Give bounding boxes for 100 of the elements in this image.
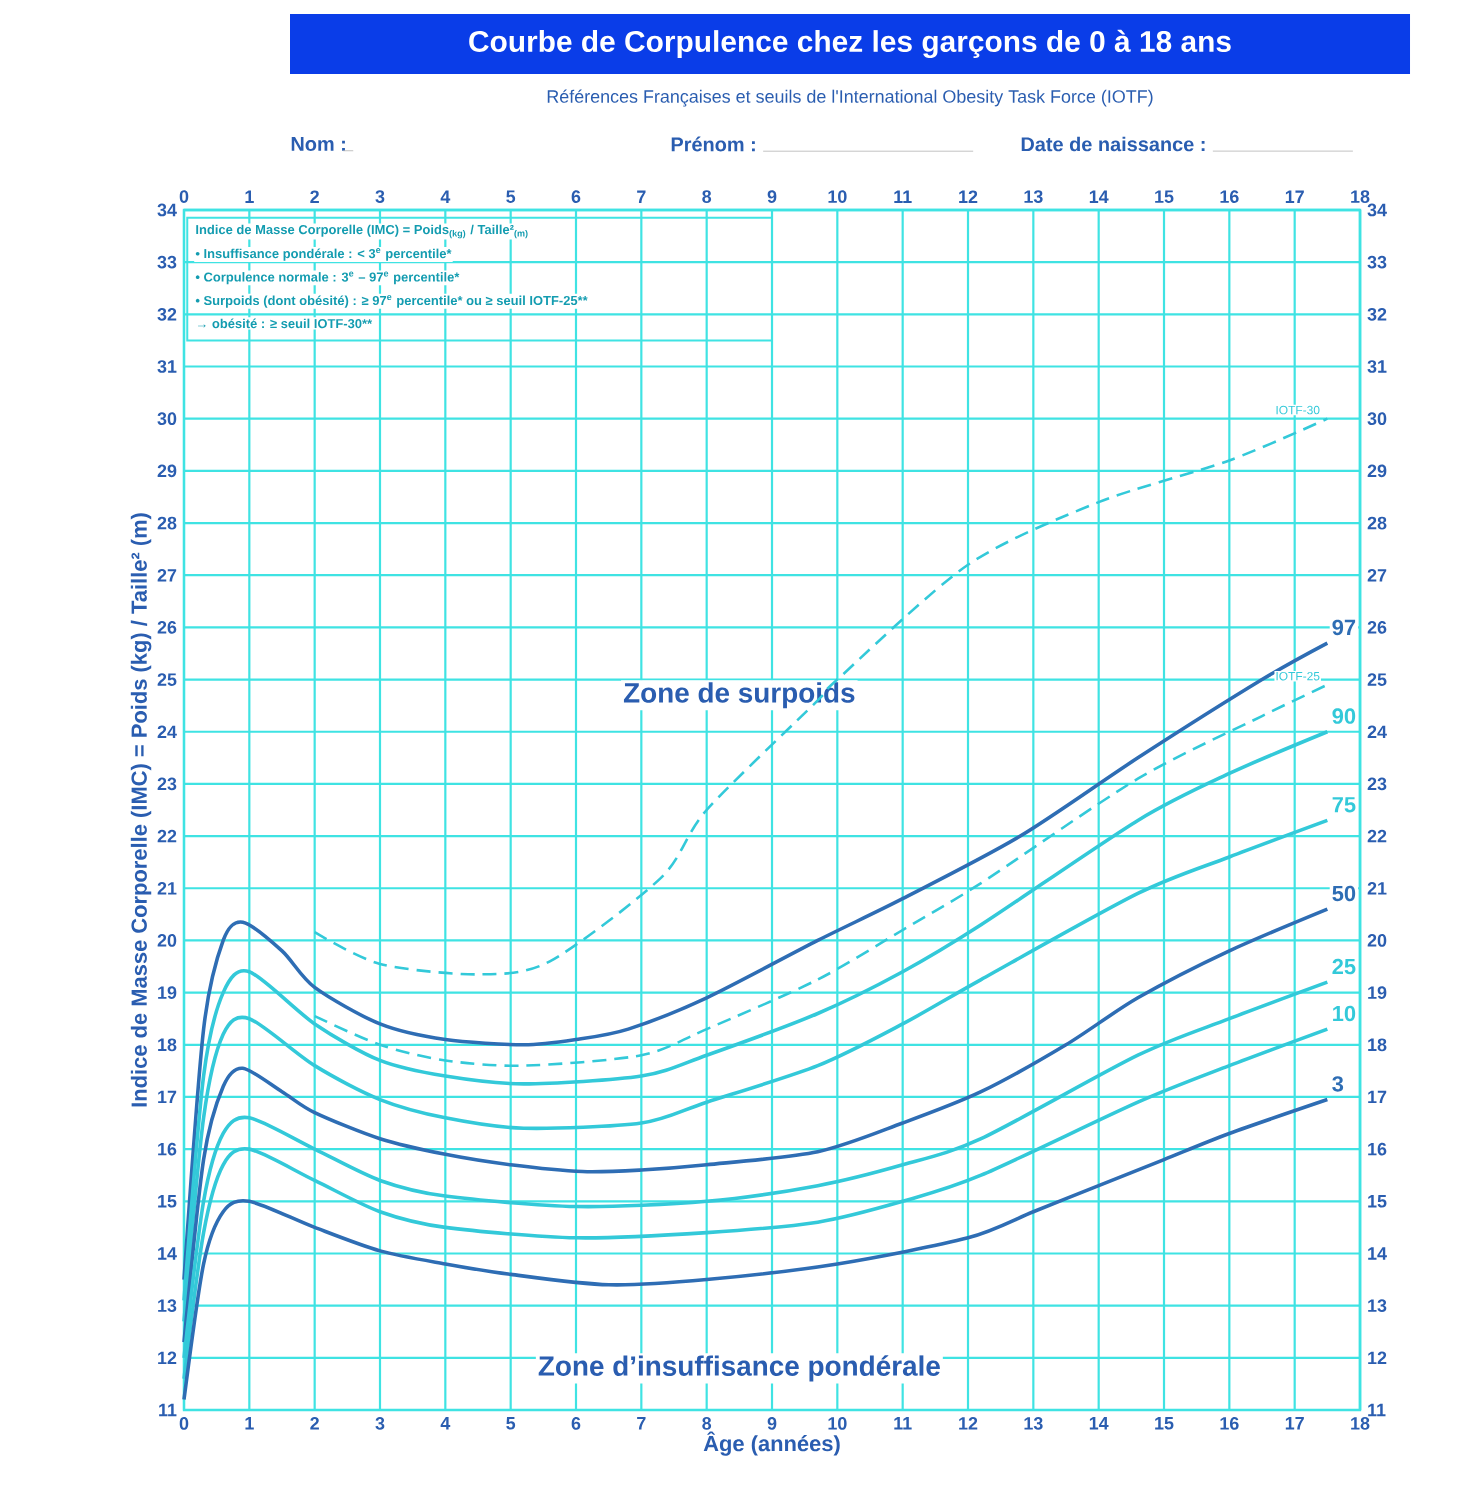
y2-tick-label: 22 xyxy=(1367,829,1387,843)
text: Nom : xyxy=(291,137,345,151)
y-tick-label: 29 xyxy=(157,464,177,478)
y-tick-label: 17 xyxy=(158,1090,177,1104)
y2-tick-label: 33 xyxy=(1367,255,1387,269)
y-tick-label: 11 xyxy=(159,1403,177,1417)
x2-tick-label: 16 xyxy=(1220,190,1239,203)
y2-tick-label: 29 xyxy=(1367,464,1387,478)
y-tick-label: 16 xyxy=(158,1142,177,1156)
x2-tick-label: 11 xyxy=(894,190,912,203)
x2-tick-label: 1 xyxy=(245,190,254,203)
y2-tick-label: 12 xyxy=(1368,1351,1387,1365)
series-label: 3 xyxy=(1332,1076,1344,1092)
y-tick-label: 20 xyxy=(157,934,177,947)
y2-tick-label: 30 xyxy=(1367,412,1387,426)
y-tick-label: 21 xyxy=(157,881,177,895)
y-tick-label: 19 xyxy=(158,986,177,999)
x-tick-label: 8 xyxy=(702,1417,712,1430)
chart-title: Courbe de Corpulence chez les garçons de 0 à 18 ans xyxy=(469,29,1231,59)
y-tick-label: 26 xyxy=(157,621,177,634)
y-tick-label: 24 xyxy=(157,725,177,738)
x-tick-label: 13 xyxy=(1024,1417,1043,1430)
x2-tick-label: 8 xyxy=(702,190,712,203)
x-tick-label: 7 xyxy=(637,1417,646,1430)
y2-tick-label: 25 xyxy=(1367,673,1387,686)
series-label: 97 xyxy=(1332,619,1356,636)
x-tick-label: 1 xyxy=(245,1417,254,1430)
y2-tick-label: 23 xyxy=(1367,777,1387,791)
x2-tick-label: 2 xyxy=(310,190,319,203)
y2-tick-label: 18 xyxy=(1368,1038,1387,1052)
y2-tick-label: 13 xyxy=(1368,1299,1387,1312)
x2-tick-label: 13 xyxy=(1024,190,1043,203)
x-tick-label: 14 xyxy=(1089,1417,1109,1430)
y2-tick-label: 16 xyxy=(1368,1142,1387,1156)
y2-tick-label: 26 xyxy=(1367,621,1387,634)
x2-tick-label: 5 xyxy=(506,190,516,203)
x2-tick-label: 0 xyxy=(179,190,189,203)
y-tick-label: 31 xyxy=(157,360,177,373)
y-tick-label: 18 xyxy=(158,1038,177,1052)
y-tick-label: 30 xyxy=(157,412,177,426)
x-tick-label: 2 xyxy=(310,1417,319,1430)
annotation: Zone de surpoids xyxy=(623,682,855,709)
x-tick-label: 0 xyxy=(179,1417,189,1430)
series-label: 90 xyxy=(1332,708,1356,724)
x-tick-label: 11 xyxy=(894,1417,912,1430)
x-axis-title: Âge (années) xyxy=(703,1431,840,1456)
x2-tick-label: 7 xyxy=(637,190,646,203)
x-tick-label: 10 xyxy=(828,1417,847,1430)
y2-tick-label: 14 xyxy=(1368,1247,1387,1260)
y-tick-label: 22 xyxy=(157,829,177,843)
x-tick-label: 5 xyxy=(506,1417,516,1430)
y2-tick-label: 24 xyxy=(1367,725,1387,738)
chart-subtitle: Références Françaises et seuils de l'International Obesity Task Force (IOTF) xyxy=(547,89,1153,107)
x-tick-label: 15 xyxy=(1155,1417,1174,1430)
series-label: 10 xyxy=(1333,1005,1356,1022)
y2-tick-label: 21 xyxy=(1367,881,1387,895)
y-tick-label: 12 xyxy=(158,1351,177,1365)
y2-tick-label: 27 xyxy=(1367,568,1387,582)
x2-tick-label: 10 xyxy=(828,190,847,203)
x-tick-label: 17 xyxy=(1285,1417,1304,1430)
y2-tick-label: 28 xyxy=(1367,516,1387,530)
y-tick-label: 15 xyxy=(158,1195,177,1208)
x-tick-label: 16 xyxy=(1220,1417,1239,1430)
x-tick-label: 3 xyxy=(375,1417,385,1430)
x2-tick-label: 9 xyxy=(767,190,777,203)
y-tick-label: 25 xyxy=(157,673,177,686)
x2-tick-label: 17 xyxy=(1285,190,1304,203)
x2-tick-label: 3 xyxy=(375,190,385,203)
y2-tick-label: 32 xyxy=(1367,307,1387,321)
x2-tick-label: 18 xyxy=(1351,190,1370,203)
text: Prénom : xyxy=(671,136,755,152)
x2-tick-label: 14 xyxy=(1089,190,1109,203)
x-tick-label: 4 xyxy=(440,1417,451,1430)
y-tick-label: 34 xyxy=(157,203,177,217)
annotation: Zone d’insuffisance pondérale xyxy=(538,1355,940,1382)
y-tick-label: 28 xyxy=(157,516,177,530)
x2-tick-label: 6 xyxy=(571,190,581,203)
y-axis-title: Indice de Masse Corporelle (IMC) = Poids (kg) / Taille² (m) xyxy=(130,513,152,1107)
y-tick-label: 14 xyxy=(158,1247,177,1260)
y2-tick-label: 11 xyxy=(1368,1403,1386,1417)
x2-tick-label: 15 xyxy=(1155,190,1174,203)
y-tick-label: 27 xyxy=(157,568,177,582)
y2-tick-label: 19 xyxy=(1368,986,1387,999)
y2-tick-label: 31 xyxy=(1367,360,1387,373)
y2-tick-label: 17 xyxy=(1368,1090,1387,1104)
x2-tick-label: 12 xyxy=(959,190,978,203)
y-tick-label: 32 xyxy=(157,307,177,321)
y-tick-label: 13 xyxy=(158,1299,177,1312)
x-tick-label: 18 xyxy=(1351,1417,1370,1430)
y2-tick-label: 20 xyxy=(1367,934,1387,947)
text: Date de naissance : xyxy=(1021,136,1205,152)
x2-tick-label: 4 xyxy=(440,190,451,203)
y2-tick-label: 15 xyxy=(1368,1195,1387,1208)
series-label: 25 xyxy=(1332,958,1356,975)
y-tick-label: 23 xyxy=(157,777,177,791)
series-label: 50 xyxy=(1332,885,1356,902)
y2-tick-label: 34 xyxy=(1367,203,1387,217)
x-tick-label: 9 xyxy=(767,1417,777,1430)
y-tick-label: 33 xyxy=(157,255,177,269)
x-tick-label: 12 xyxy=(959,1417,978,1430)
